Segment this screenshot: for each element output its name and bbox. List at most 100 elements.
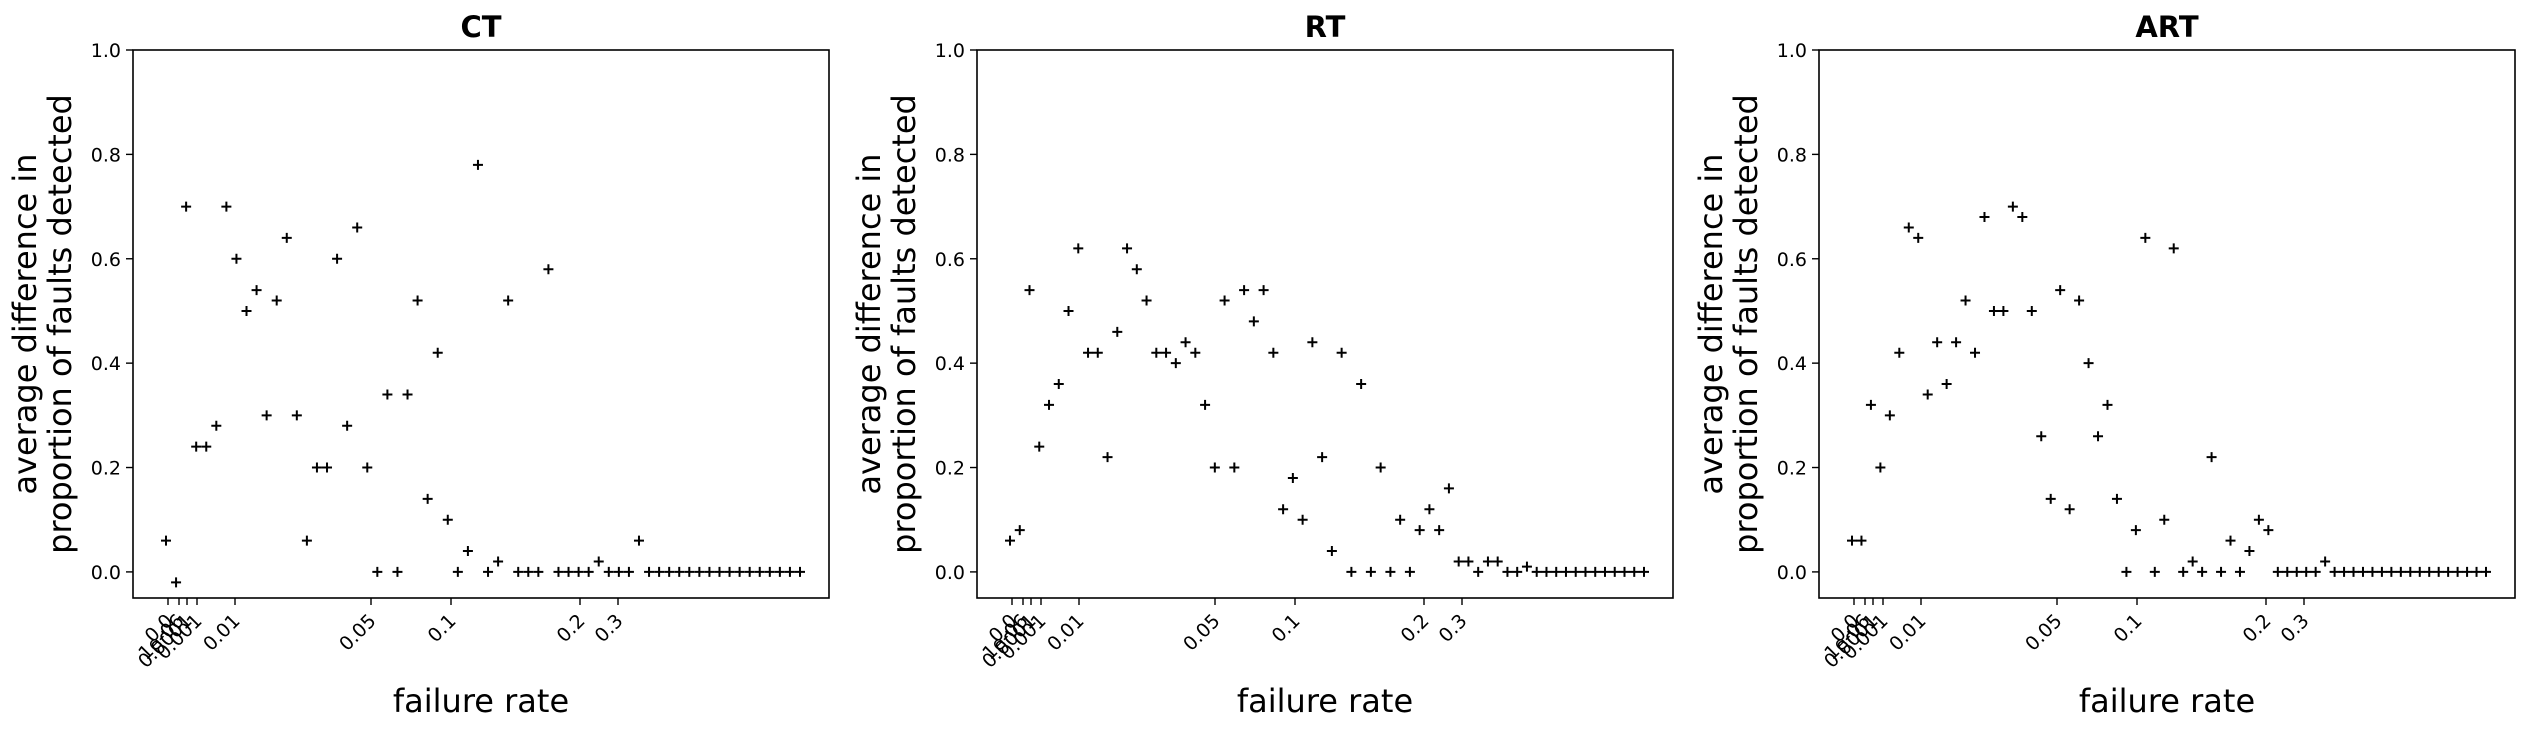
y-tick-label: 0.4: [935, 353, 965, 375]
data-point: [513, 566, 524, 577]
data-point: [704, 566, 715, 577]
data-point: [573, 566, 584, 577]
data-point: [1219, 295, 1230, 306]
x-tick-label: 0.05: [2021, 610, 2066, 655]
data-point: [2074, 295, 2085, 306]
data-point: [1970, 347, 1981, 358]
data-point: [654, 566, 665, 577]
data-point: [1424, 504, 1435, 515]
data-point: [483, 566, 494, 577]
data-point: [1521, 561, 1532, 572]
data-point: [1102, 452, 1113, 463]
panel-ct: CT0.00.20.40.60.81.00.01e-060.00010.0010…: [6, 10, 830, 720]
data-point: [1005, 535, 1015, 546]
data-point: [764, 566, 775, 577]
data-point: [2348, 566, 2359, 577]
data-point: [412, 295, 423, 306]
data-point: [694, 566, 705, 577]
data-point: [1131, 264, 1142, 275]
data-point: [432, 347, 443, 358]
data-point: [1083, 347, 1094, 358]
data-point: [1988, 305, 1999, 316]
data-point: [1932, 337, 1943, 348]
data-point: [2301, 566, 2312, 577]
y-axis-label: average difference inproportion of fault…: [6, 94, 79, 554]
data-point: [462, 546, 473, 557]
data-point: [1073, 243, 1084, 254]
data-point: [1856, 535, 1867, 546]
y-tick-label: 1.0: [1777, 40, 1807, 62]
data-point: [2083, 358, 2094, 369]
data-point: [1112, 326, 1123, 337]
y-tick-label: 0.0: [1777, 562, 1807, 584]
data-point: [1200, 399, 1211, 410]
data-point: [191, 441, 202, 452]
data-point: [2140, 232, 2151, 243]
x-tick-label: 0.01: [199, 610, 244, 655]
y-tick-label: 0.2: [1777, 458, 1807, 480]
data-point: [2206, 452, 2217, 463]
data-point: [2405, 566, 2416, 577]
data-point: [2017, 212, 2028, 223]
data-point: [1639, 566, 1649, 577]
data-point: [211, 420, 222, 431]
x-tick-label: 0.1: [424, 610, 461, 647]
data-point: [2329, 566, 2340, 577]
data-point: [2291, 566, 2302, 577]
y-axis-label-line1: average difference in: [1692, 153, 1730, 494]
data-point: [1609, 566, 1620, 577]
data-point: [1865, 399, 1876, 410]
data-point: [2376, 566, 2387, 577]
data-point: [523, 566, 534, 577]
data-point: [2216, 566, 2227, 577]
data-point: [1395, 514, 1406, 525]
data-point: [603, 566, 614, 577]
y-axis-label: average difference inproportion of fault…: [1692, 94, 1765, 554]
y-tick-label: 0.4: [91, 353, 121, 375]
data-point: [261, 410, 272, 421]
data-point: [734, 566, 745, 577]
data-point: [1551, 566, 1562, 577]
data-point: [1599, 566, 1610, 577]
data-point: [1492, 556, 1503, 567]
y-tick-label: 0.8: [1777, 144, 1807, 166]
data-point: [2263, 525, 2274, 536]
data-point: [1317, 452, 1328, 463]
data-point: [1629, 566, 1640, 577]
data-point: [1326, 546, 1337, 557]
data-point: [784, 566, 795, 577]
data-point: [1287, 472, 1298, 483]
data-point: [231, 253, 242, 264]
data-point: [322, 462, 333, 473]
data-point: [2452, 566, 2463, 577]
x-axis-label: failure rate: [393, 682, 569, 720]
data-point: [342, 420, 353, 431]
data-point: [1053, 379, 1064, 390]
data-point: [281, 232, 292, 243]
data-point: [392, 566, 403, 577]
data-point: [402, 389, 413, 400]
y-tick-label: 1.0: [91, 40, 121, 62]
data-point: [2036, 431, 2047, 442]
data-point: [1180, 337, 1191, 348]
data-point: [201, 441, 212, 452]
data-point: [2007, 201, 2018, 212]
panel-art: ART0.00.20.40.60.81.00.01e-060.00010.001…: [1692, 10, 2516, 720]
data-point: [2357, 566, 2368, 577]
data-point: [1894, 347, 1905, 358]
x-tick-label: 0.2: [1397, 610, 1434, 647]
data-point: [1141, 295, 1152, 306]
data-point: [472, 159, 483, 170]
data-point: [1151, 347, 1162, 358]
data-point: [2367, 566, 2378, 577]
data-point: [1541, 566, 1552, 577]
data-point: [493, 556, 504, 567]
x-tick-label: 0.2: [2239, 610, 2276, 647]
data-point: [2149, 566, 2160, 577]
data-point: [1979, 212, 1990, 223]
data-point: [664, 566, 675, 577]
data-point: [1998, 305, 2009, 316]
data-point: [442, 514, 453, 525]
y-axis-label-line1: average difference in: [850, 153, 888, 494]
data-point: [583, 566, 594, 577]
